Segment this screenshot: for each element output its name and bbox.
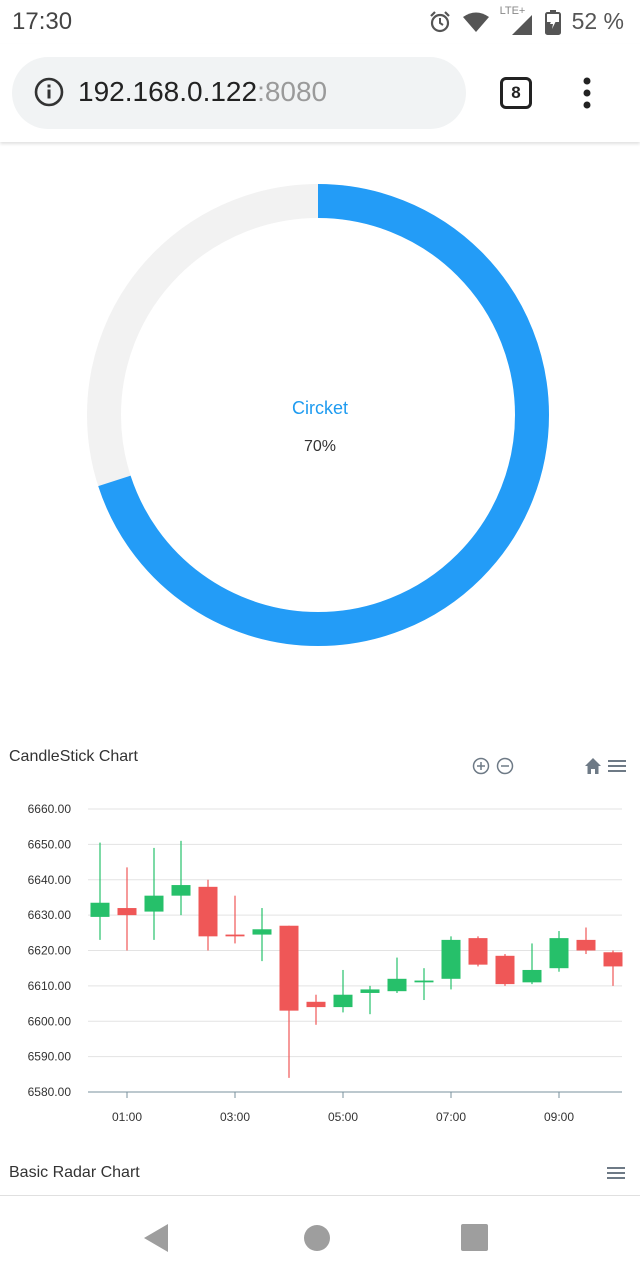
candle[interactable]: [360, 985, 380, 1015]
home-button-icon[interactable]: [304, 1225, 330, 1251]
status-bar: 17:30 LTE+ 52 %: [0, 0, 640, 44]
browser-toolbar: 192.168.0.122:8080 8: [0, 44, 640, 142]
status-icons: LTE+ 52 %: [428, 5, 624, 35]
navigation-bar: [0, 1196, 640, 1280]
y-tick-label: 6650.00: [28, 837, 72, 851]
zoom-in-icon[interactable]: [472, 757, 490, 775]
x-tick-label: 07:00: [436, 1110, 466, 1124]
donut-svg: [87, 184, 549, 646]
url-host: 192.168.0.122: [78, 76, 258, 107]
grid: [88, 808, 622, 1093]
recents-icon[interactable]: [461, 1224, 488, 1251]
candle-body: [144, 895, 164, 912]
candle-body: [306, 1001, 326, 1008]
address-bar[interactable]: 192.168.0.122:8080: [12, 57, 466, 129]
y-axis: 6660.00 6650.00 6640.00 6630.00 6620.00 6610.…: [28, 802, 72, 1099]
zoom-toolbar: [472, 757, 514, 775]
candle[interactable]: [225, 895, 245, 944]
candle-body: [441, 939, 461, 979]
candlestick-title: CandleStick Chart: [9, 748, 138, 765]
donut-value: 70%: [303, 438, 337, 455]
candle-body: [549, 938, 569, 969]
home-icon[interactable]: [585, 758, 601, 774]
info-icon[interactable]: [34, 77, 64, 107]
candle-body: [360, 989, 380, 993]
url-text[interactable]: 192.168.0.122:8080: [78, 76, 327, 108]
y-tick-label: 6660.00: [28, 802, 72, 816]
candle[interactable]: [414, 968, 434, 1001]
nav-buttons: [144, 1224, 488, 1252]
x-tick-label: 05:00: [328, 1110, 358, 1124]
candle[interactable]: [333, 969, 353, 1013]
candle[interactable]: [495, 954, 515, 986]
x-tick-label: 09:00: [544, 1110, 574, 1124]
wifi-icon: [462, 12, 489, 32]
candle[interactable]: [117, 867, 137, 951]
candlestick-plot: 6660.00 6650.00 6640.00 6630.00 6620.00 6610.…: [28, 802, 623, 1124]
lte-signal: LTE+: [500, 5, 534, 35]
candle-body: [333, 994, 353, 1008]
y-tick-label: 6640.00: [28, 873, 72, 887]
tab-switcher-button[interactable]: 8: [500, 77, 532, 109]
radar-title: Basic Radar Chart: [9, 1164, 140, 1181]
candle-body: [225, 934, 245, 937]
candle-body: [603, 952, 623, 967]
y-tick-label: 6610.00: [28, 979, 72, 993]
candle[interactable]: [441, 936, 461, 990]
status-time: 17:30: [12, 8, 73, 35]
candle-body: [387, 978, 407, 992]
donut-chart: Circket 70%: [0, 150, 640, 710]
radar-menu-icon[interactable]: [607, 1166, 625, 1180]
candle[interactable]: [576, 927, 596, 955]
candle-body: [252, 929, 272, 935]
candle[interactable]: [198, 879, 218, 951]
more-menu-icon[interactable]: [577, 76, 597, 110]
candle[interactable]: [279, 925, 299, 1078]
candle[interactable]: [90, 842, 110, 940]
candle[interactable]: [549, 931, 569, 972]
candles: [90, 840, 623, 1078]
battery-level: 52 %: [571, 8, 624, 34]
divider: [0, 1195, 640, 1196]
candle-body: [576, 939, 596, 951]
x-axis: 01:00 03:00 05:00 07:00 09:00: [112, 1092, 574, 1124]
x-tick-label: 01:00: [112, 1110, 142, 1124]
x-tick-label: 03:00: [220, 1110, 250, 1124]
url-port: :8080: [257, 76, 328, 107]
candle-body: [495, 955, 515, 985]
candle-body: [414, 980, 434, 983]
back-icon[interactable]: [144, 1224, 168, 1252]
y-tick-label: 6580.00: [28, 1085, 72, 1099]
candle-body: [468, 938, 488, 965]
alarm-icon: [429, 10, 450, 32]
candle-body: [90, 902, 110, 917]
candle[interactable]: [603, 950, 623, 986]
candle[interactable]: [171, 840, 191, 916]
cell-signal-icon: [511, 14, 532, 35]
zoom-out-icon[interactable]: [496, 757, 514, 775]
candle[interactable]: [468, 936, 488, 967]
candle-body: [522, 969, 542, 983]
candle[interactable]: [522, 943, 542, 985]
y-tick-label: 6600.00: [28, 1014, 72, 1028]
battery-charging-icon: [544, 9, 561, 35]
candle-body: [198, 886, 218, 937]
candle-body: [117, 908, 137, 916]
y-tick-label: 6590.00: [28, 1050, 72, 1064]
chart-toolbar: [585, 758, 626, 774]
candle[interactable]: [252, 908, 272, 962]
candle[interactable]: [306, 994, 326, 1025]
y-tick-label: 6630.00: [28, 908, 72, 922]
hamburger-menu-icon[interactable]: [608, 760, 626, 772]
candle-body: [171, 885, 191, 896]
candle[interactable]: [144, 847, 164, 940]
candle[interactable]: [387, 957, 407, 993]
candle-body: [279, 925, 299, 1011]
network-type: LTE+: [499, 4, 526, 17]
donut-label: Circket: [291, 398, 348, 418]
y-tick-label: 6620.00: [28, 944, 72, 958]
donut-arc[interactable]: [87, 184, 549, 646]
